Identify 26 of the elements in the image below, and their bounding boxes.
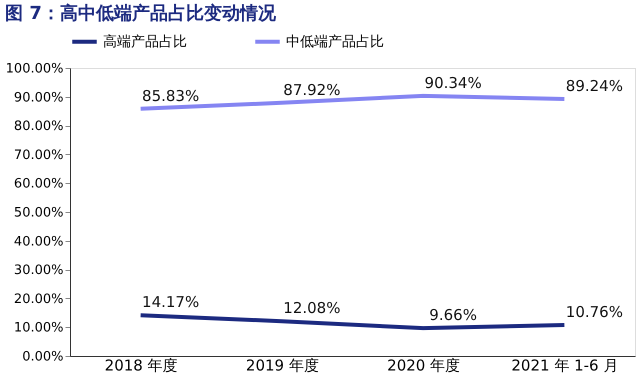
chart-title: 图 7：高中低端产品占比变动情况 [5,3,277,24]
y-tick-label: 70.00% [14,148,64,163]
y-tick-label: 60.00% [14,176,64,192]
y-tick-label: 90.00% [14,90,64,106]
x-tick-label: 2018 年度 [104,356,178,374]
x-tick-label: 2019 年度 [246,356,319,374]
data-label: 9.66% [429,306,477,324]
legend-label: 中低端产品占比 [286,34,384,50]
data-label: 89.24% [566,76,623,95]
y-tick-label: 80.00% [14,119,64,134]
x-tick-label: 2021 年 1-6 月 [511,356,618,374]
y-tick-label: 100.00% [6,62,64,76]
legend-label: 高端产品占比 [103,34,187,50]
y-tick-label: 0.00% [22,350,64,364]
y-tick-label: 40.00% [14,234,64,250]
y-tick-label: 10.00% [14,320,64,336]
data-label: 87.92% [283,80,340,99]
y-tick-label: 20.00% [14,292,64,307]
data-label: 90.34% [424,74,482,92]
data-label: 12.08% [283,299,340,318]
data-label: 14.17% [142,293,200,312]
y-tick-label: 50.00% [14,206,64,220]
data-label: 85.83% [142,86,200,105]
data-label: 10.76% [566,303,623,322]
y-tick-label: 30.00% [14,263,64,278]
x-tick-label: 2020 年度 [387,356,460,374]
